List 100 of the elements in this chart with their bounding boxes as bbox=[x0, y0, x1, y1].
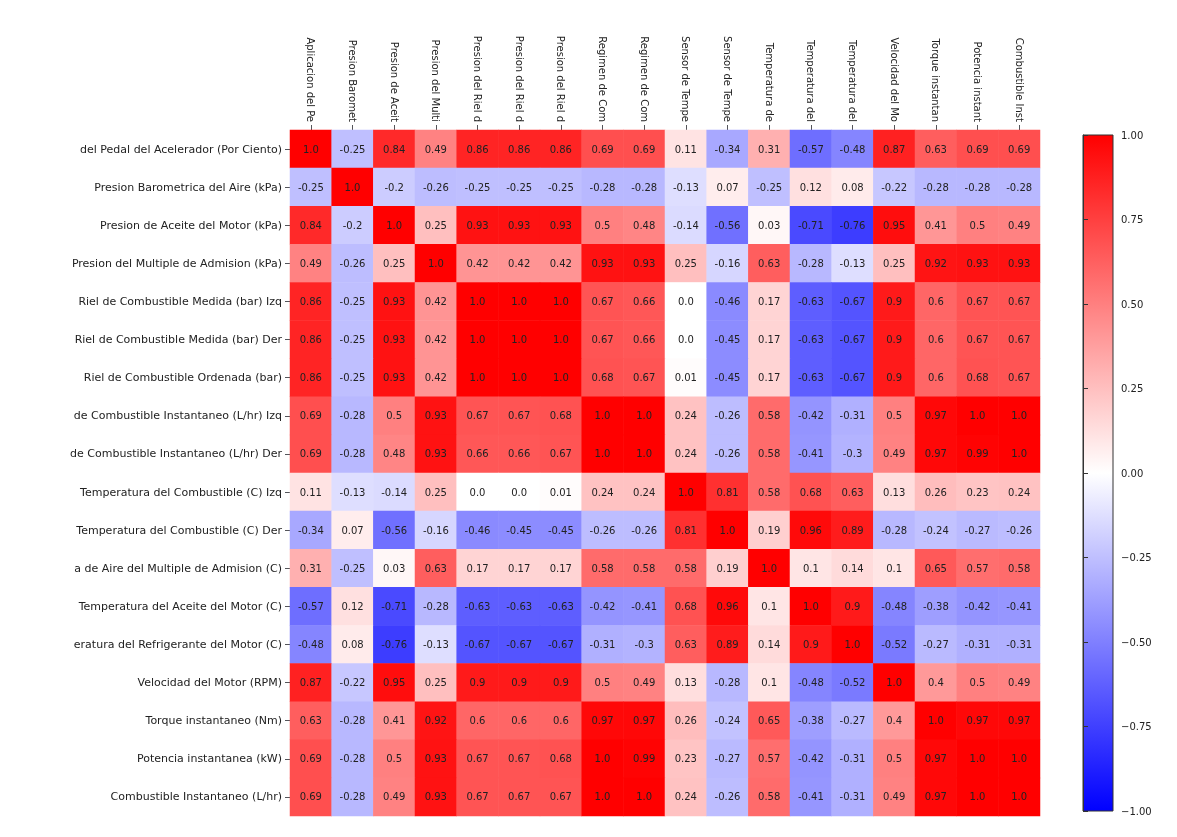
data-label: 0.96 bbox=[716, 600, 739, 612]
x-tick-label: Aplicacion del Pe bbox=[305, 37, 317, 122]
data-label: 0.93 bbox=[549, 219, 572, 231]
y-tick-label: Riel de Combustible Ordenada (bar) bbox=[83, 371, 282, 385]
data-label: -0.25 bbox=[464, 181, 491, 193]
data-label: -0.27 bbox=[922, 639, 949, 650]
data-label: 1.0 bbox=[511, 296, 528, 307]
data-label: 0.17 bbox=[758, 372, 781, 384]
data-label: 0.49 bbox=[1008, 677, 1031, 689]
data-label: -0.25 bbox=[756, 181, 783, 193]
data-label: 0.0 bbox=[677, 334, 694, 346]
data-label: 0.9 bbox=[469, 677, 486, 689]
data-label: 1.0 bbox=[427, 257, 444, 269]
data-label: 0.93 bbox=[383, 334, 406, 346]
data-label: 0.9 bbox=[511, 677, 528, 689]
color-bar-label: −1.00 bbox=[1121, 805, 1152, 817]
data-label: -0.67 bbox=[547, 639, 574, 650]
data-label: 0.69 bbox=[591, 143, 614, 155]
x-tick-label: Presion del Multi bbox=[430, 39, 442, 122]
data-label: 0.63 bbox=[758, 257, 781, 269]
data-label: 0.67 bbox=[633, 372, 656, 384]
data-label: -0.76 bbox=[839, 219, 866, 231]
data-label: 0.5 bbox=[594, 677, 611, 689]
data-label: 0.97 bbox=[966, 715, 989, 727]
data-label: -0.25 bbox=[339, 372, 366, 384]
data-label: 0.81 bbox=[716, 486, 739, 498]
data-label: 0.67 bbox=[966, 334, 989, 346]
data-label: -0.22 bbox=[881, 181, 908, 193]
data-label: 0.11 bbox=[299, 486, 322, 498]
data-label: -0.71 bbox=[797, 219, 824, 231]
data-label: 0.69 bbox=[633, 143, 656, 155]
data-label: 1.0 bbox=[969, 753, 986, 765]
data-label: 0.67 bbox=[466, 791, 489, 803]
data-label: -0.38 bbox=[797, 715, 824, 727]
data-label: -0.28 bbox=[339, 410, 366, 422]
data-label: -0.67 bbox=[839, 372, 866, 384]
data-label: -0.28 bbox=[922, 181, 949, 193]
data-label: -0.27 bbox=[839, 715, 866, 727]
data-label: 0.86 bbox=[466, 143, 489, 155]
data-label: -0.71 bbox=[381, 600, 408, 612]
data-label: 0.97 bbox=[633, 715, 656, 727]
data-label: 0.97 bbox=[591, 715, 614, 727]
data-label: 0.41 bbox=[383, 715, 406, 727]
data-label: 0.58 bbox=[674, 562, 697, 574]
data-label: -0.63 bbox=[797, 334, 824, 346]
data-label: 0.6 bbox=[927, 296, 944, 307]
x-tick-label: Regimen de Com bbox=[597, 36, 608, 122]
data-label: 0.57 bbox=[966, 562, 989, 574]
data-label: 0.25 bbox=[674, 257, 697, 269]
data-label: 0.12 bbox=[341, 600, 364, 612]
data-label: -0.52 bbox=[881, 639, 908, 650]
data-label: -0.42 bbox=[589, 600, 616, 612]
data-label: 0.63 bbox=[424, 562, 447, 574]
data-label: 0.5 bbox=[386, 410, 403, 422]
data-label: 0.67 bbox=[591, 334, 614, 346]
data-label: 0.67 bbox=[549, 791, 572, 803]
data-label: 1.0 bbox=[719, 524, 736, 536]
data-label: 0.42 bbox=[508, 257, 531, 269]
data-label: 1.0 bbox=[1011, 791, 1028, 803]
data-label: 0.26 bbox=[924, 486, 947, 498]
data-label: 0.67 bbox=[508, 410, 531, 422]
data-label: -0.67 bbox=[839, 334, 866, 346]
data-label: 0.92 bbox=[424, 715, 447, 727]
data-label: -0.28 bbox=[339, 753, 366, 765]
data-label: 1.0 bbox=[469, 372, 486, 384]
x-tick-label: Combustible Inst bbox=[1013, 37, 1025, 123]
data-label: -0.25 bbox=[297, 181, 324, 193]
data-label: 0.93 bbox=[424, 410, 447, 422]
x-tick-label: Presion del Riel d bbox=[513, 35, 525, 122]
data-label: -0.31 bbox=[589, 639, 616, 650]
data-label: -0.25 bbox=[339, 143, 366, 155]
data-label: 0.93 bbox=[424, 448, 447, 460]
data-label: 0.23 bbox=[674, 753, 697, 765]
data-label: 1.0 bbox=[552, 372, 569, 384]
data-label: 1.0 bbox=[969, 410, 986, 422]
data-label: 0.5 bbox=[594, 219, 611, 231]
y-tick-label: del Pedal del Acelerador (Por Ciento) bbox=[80, 142, 282, 156]
data-label: -0.52 bbox=[839, 677, 866, 689]
y-tick-label: Riel de Combustible Medida (bar) Izq bbox=[78, 295, 282, 308]
data-label: 0.9 bbox=[844, 600, 861, 612]
data-label: 0.14 bbox=[758, 639, 781, 650]
data-label: -0.28 bbox=[422, 600, 449, 612]
data-label: 1.0 bbox=[802, 600, 819, 612]
color-bar-label: 0.75 bbox=[1121, 214, 1144, 225]
data-label: 0.13 bbox=[883, 486, 906, 498]
data-label: 0.31 bbox=[299, 562, 322, 574]
data-label: -0.22 bbox=[339, 677, 366, 689]
color-bar-label: −0.75 bbox=[1121, 721, 1152, 732]
data-label: -0.63 bbox=[797, 296, 824, 307]
color-bar-label: 0.25 bbox=[1121, 383, 1144, 394]
data-label: 0.49 bbox=[383, 791, 406, 803]
data-label: -0.25 bbox=[547, 181, 574, 193]
data-label: -0.63 bbox=[547, 600, 574, 612]
color-bar-label: 1.00 bbox=[1121, 129, 1144, 141]
y-tick-label: Presion Barometrica del Aire (kPa) bbox=[94, 180, 282, 194]
x-tick-label: Sensor de Tempe bbox=[722, 36, 733, 122]
data-label: 0.6 bbox=[927, 372, 944, 384]
data-label: 0.66 bbox=[633, 334, 656, 346]
data-label: 1.0 bbox=[511, 334, 528, 346]
data-label: 0.93 bbox=[633, 257, 656, 269]
